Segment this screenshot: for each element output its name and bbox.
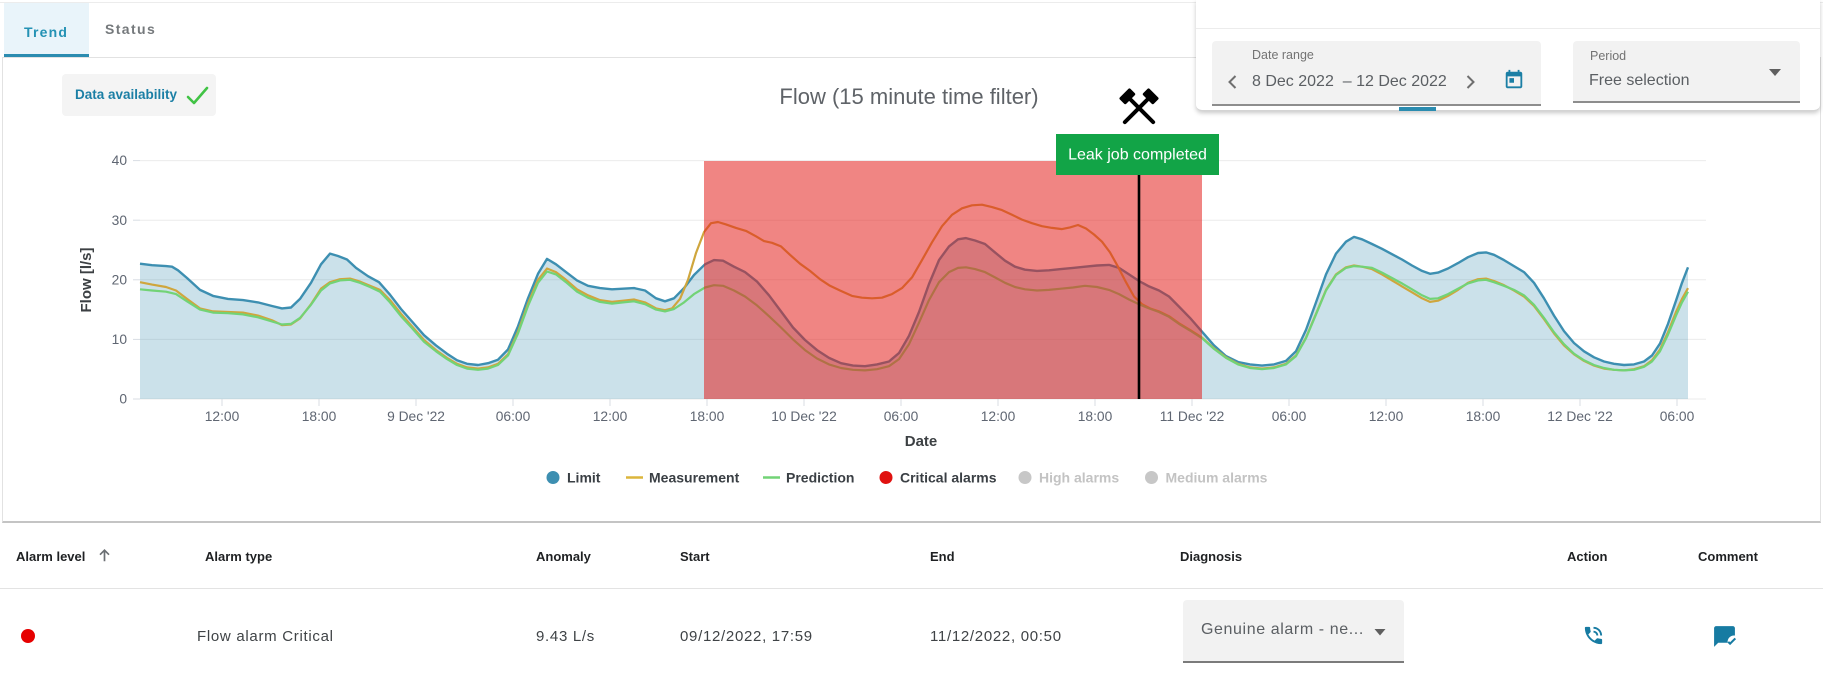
svg-text:9 Dec '22: 9 Dec '22 <box>387 409 445 424</box>
svg-text:40: 40 <box>112 153 128 168</box>
svg-text:30: 30 <box>112 213 128 228</box>
svg-text:12:00: 12:00 <box>205 409 240 424</box>
svg-text:12:00: 12:00 <box>593 409 628 424</box>
svg-text:18:00: 18:00 <box>302 409 337 424</box>
svg-text:11 Dec '22: 11 Dec '22 <box>1160 409 1225 424</box>
svg-text:10: 10 <box>112 332 128 347</box>
svg-text:06:00: 06:00 <box>1660 409 1695 424</box>
svg-text:20: 20 <box>112 272 128 287</box>
svg-text:Measurement: Measurement <box>649 470 740 486</box>
svg-text:12 Dec '22: 12 Dec '22 <box>1547 409 1613 424</box>
svg-text:18:00: 18:00 <box>1466 409 1501 424</box>
svg-text:Critical alarms: Critical alarms <box>900 470 997 486</box>
svg-text:Date: Date <box>905 433 938 450</box>
svg-text:06:00: 06:00 <box>1272 409 1307 424</box>
svg-text:High alarms: High alarms <box>1039 470 1119 486</box>
svg-text:18:00: 18:00 <box>1078 409 1113 424</box>
svg-text:Leak job completed: Leak job completed <box>1068 147 1207 164</box>
svg-text:Flow [l/s]: Flow [l/s] <box>78 248 95 313</box>
svg-text:10 Dec '22: 10 Dec '22 <box>771 409 837 424</box>
svg-text:06:00: 06:00 <box>884 409 919 424</box>
svg-text:Limit: Limit <box>567 470 601 486</box>
svg-text:12:00: 12:00 <box>981 409 1016 424</box>
svg-text:18:00: 18:00 <box>690 409 725 424</box>
svg-text:06:00: 06:00 <box>496 409 531 424</box>
svg-text:0: 0 <box>119 392 127 407</box>
svg-text:Prediction: Prediction <box>786 470 854 486</box>
svg-text:Medium alarms: Medium alarms <box>1166 470 1268 486</box>
svg-text:12:00: 12:00 <box>1369 409 1404 424</box>
svg-text:Flow (15 minute time filter): Flow (15 minute time filter) <box>779 84 1038 109</box>
